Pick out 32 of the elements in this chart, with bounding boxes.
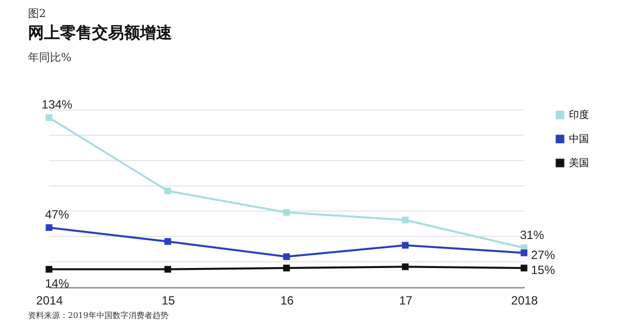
- legend-label: 美国: [569, 157, 589, 169]
- point: [283, 209, 290, 216]
- point: [283, 264, 290, 272]
- point: [46, 114, 52, 121]
- point: [402, 242, 409, 249]
- y-axis-title: 年同比%: [28, 50, 72, 65]
- data-label: 31%: [520, 228, 544, 242]
- point: [402, 263, 409, 270]
- x-tick-label: 2014: [36, 294, 64, 308]
- data-label: 47%: [44, 208, 70, 222]
- data-label: 27%: [531, 248, 556, 262]
- point: [402, 216, 409, 224]
- data-label: 14%: [44, 276, 70, 290]
- x-tick-label: 17: [399, 294, 413, 308]
- chart-title: 网上零售交易额增速: [28, 23, 172, 44]
- point: [520, 264, 528, 272]
- data-label: 15%: [531, 263, 556, 278]
- text: 资料来源：2019年中国数字消费者趋势: [28, 310, 168, 321]
- point: [283, 253, 290, 260]
- point: [164, 266, 172, 273]
- legend-label: 印度: [569, 109, 589, 121]
- point: [164, 238, 172, 245]
- x-tick-label: 16: [280, 294, 294, 308]
- caption: 图2: [28, 6, 47, 21]
- x-tick-label: 2018: [511, 294, 538, 308]
- point: [164, 188, 172, 194]
- point: [520, 250, 528, 256]
- legend-label: 中国: [569, 133, 589, 145]
- point: [46, 266, 52, 273]
- data-label: 134%: [42, 98, 73, 112]
- x-tick-label: 15: [162, 294, 176, 308]
- point: [46, 224, 52, 231]
